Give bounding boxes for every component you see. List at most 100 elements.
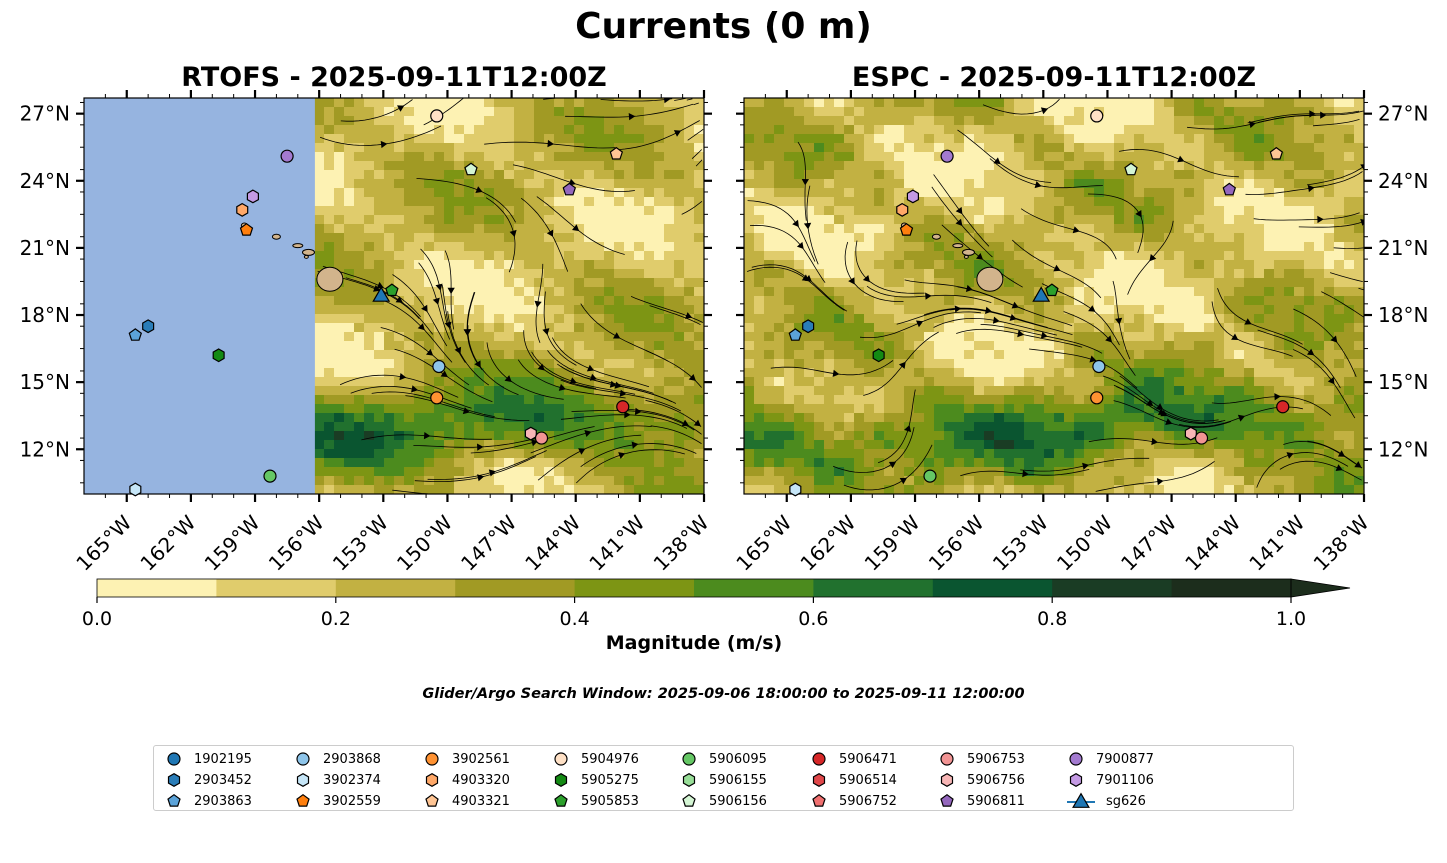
colorbar-tick-label: 0.8 bbox=[1037, 608, 1067, 630]
float-marker-5906156 bbox=[1124, 162, 1138, 176]
legend-pentagon-icon bbox=[425, 793, 439, 807]
espc-lat-tick-label: 24°N bbox=[1378, 169, 1428, 193]
legend-pentagon-icon bbox=[167, 793, 181, 807]
main-title: Currents (0 m) bbox=[575, 6, 872, 47]
float-marker-7900877 bbox=[940, 149, 954, 163]
legend-entry: 5906155 bbox=[679, 770, 767, 790]
legend-label: 5906471 bbox=[839, 751, 897, 767]
rtofs-lon-tick-label: 165°W bbox=[71, 510, 136, 575]
legend-label: 5906155 bbox=[709, 772, 767, 788]
float-marker-2903863 bbox=[128, 328, 143, 341]
espc-hawaiian-islands bbox=[900, 222, 1004, 292]
legend-hexagon-icon bbox=[425, 773, 439, 787]
legend-hexagon-icon bbox=[682, 773, 696, 787]
espc-argo-floats bbox=[788, 109, 1290, 497]
espc-panel-title: ESPC - 2025-09-11T12:00Z bbox=[851, 62, 1257, 93]
legend-entry: 5906471 bbox=[809, 749, 897, 769]
float-marker-5905275 bbox=[212, 348, 225, 363]
legend-circle-icon bbox=[812, 752, 826, 766]
colorbar-label: Magnitude (m/s) bbox=[605, 632, 783, 654]
legend-label: 5906514 bbox=[839, 772, 897, 788]
legend-entry: 5906753 bbox=[937, 749, 1025, 769]
legend-label: 2903863 bbox=[194, 793, 252, 809]
colorbar-segment bbox=[813, 579, 934, 597]
legend-hexagon-icon bbox=[296, 773, 310, 787]
float-marker-5906471 bbox=[1276, 400, 1290, 414]
legend-label: 2903868 bbox=[323, 751, 381, 767]
legend-marker-icon bbox=[682, 773, 696, 787]
legend-marker-icon bbox=[940, 793, 954, 807]
legend-circle-icon bbox=[554, 752, 568, 766]
rtofs-argo-floats bbox=[128, 109, 630, 497]
rtofs-lat-tick-label: 27°N bbox=[20, 102, 70, 126]
legend-label: 5906756 bbox=[967, 772, 1025, 788]
legend-marker-icon bbox=[812, 773, 826, 787]
legend-entry: 5906752 bbox=[809, 791, 897, 811]
search-window-text: Glider/Argo Search Window: 2025-09-06 18… bbox=[422, 686, 1025, 702]
legend-label: 5906095 bbox=[709, 751, 767, 767]
float-marker-2903863 bbox=[788, 328, 803, 341]
rtofs-lon-tick-label: 156°W bbox=[264, 510, 329, 575]
rtofs-lon-tick-label: 144°W bbox=[520, 510, 585, 575]
rtofs-lon-tick-label: 147°W bbox=[456, 510, 521, 575]
rtofs-lon-tick-label: 150°W bbox=[392, 510, 457, 575]
float-marker-4903320 bbox=[236, 202, 249, 217]
legend-hexagon-icon bbox=[167, 773, 181, 787]
legend-marker-icon bbox=[940, 752, 954, 766]
legend-entry: 5906756 bbox=[937, 770, 1025, 790]
colorbar-segment bbox=[694, 579, 814, 597]
legend-glider-icon bbox=[1072, 792, 1090, 808]
legend-entry: 3902561 bbox=[422, 749, 510, 769]
legend-entry: 5905275 bbox=[551, 770, 639, 790]
espc-lon-tick-label: 141°W bbox=[1244, 510, 1309, 575]
legend-label: 4903320 bbox=[452, 772, 510, 788]
legend-marker-icon bbox=[167, 752, 181, 766]
float-marker-2903452 bbox=[142, 319, 155, 334]
rtofs-panel-title: RTOFS - 2025-09-11T12:00Z bbox=[181, 62, 607, 93]
float-marker-3902374 bbox=[129, 482, 142, 497]
legend-label: 2903452 bbox=[194, 772, 252, 788]
espc-lon-tick-label: 162°W bbox=[795, 510, 860, 575]
float-marker-5906156 bbox=[464, 162, 478, 176]
espc-lat-tick-label: 15°N bbox=[1378, 370, 1428, 394]
rtofs-lon-tick-label: 153°W bbox=[328, 510, 393, 575]
float-marker-2903868 bbox=[1092, 359, 1106, 374]
legend-circle-icon bbox=[296, 752, 310, 766]
legend-entry: 5906095 bbox=[679, 749, 767, 769]
legend-label: 5906811 bbox=[967, 793, 1025, 809]
espc-map-frame bbox=[743, 97, 1365, 495]
legend-pentagon-icon bbox=[940, 793, 954, 807]
rtofs-lon-tick-label: 138°W bbox=[649, 510, 714, 575]
legend-marker-icon bbox=[425, 752, 439, 766]
colorbar-tick-label: 0.0 bbox=[82, 608, 112, 630]
legend-entry: 1902195 bbox=[164, 749, 252, 769]
espc-lon-tick-label: 156°W bbox=[924, 510, 989, 575]
legend-marker-icon bbox=[554, 773, 568, 787]
espc-lon-tick-label: 147°W bbox=[1116, 510, 1181, 575]
legend-circle-icon bbox=[682, 752, 696, 766]
float-marker-3902561 bbox=[430, 391, 444, 405]
colorbar-segment bbox=[574, 579, 695, 597]
rtofs-lat-tick-label: 15°N bbox=[20, 370, 70, 394]
float-marker-5906095 bbox=[263, 469, 277, 483]
float-marker-3902374 bbox=[789, 482, 802, 497]
legend-circle-icon bbox=[425, 752, 439, 766]
float-marker-3902559 bbox=[899, 222, 914, 236]
float-marker-3902559 bbox=[239, 222, 254, 236]
legend: 1902195 2903452 2903863 2903868 3902374 39025… bbox=[153, 745, 1294, 811]
rtofs-lat-tick-label: 12°N bbox=[20, 437, 70, 461]
colorbar-tick-label: 0.6 bbox=[798, 608, 828, 630]
rtofs-map-frame bbox=[83, 97, 705, 495]
legend-entry: sg626 bbox=[1066, 791, 1146, 811]
legend-label: 5906752 bbox=[839, 793, 897, 809]
espc-lon-tick-label: 153°W bbox=[988, 510, 1053, 575]
legend-entry: 5906514 bbox=[809, 770, 897, 790]
espc-lat-tick-label: 18°N bbox=[1378, 303, 1428, 327]
float-marker-7900877 bbox=[280, 149, 294, 163]
float-marker-5906471 bbox=[616, 400, 630, 414]
colorbar-segment bbox=[1052, 579, 1173, 597]
float-marker-5905853 bbox=[1045, 283, 1059, 297]
legend-label: 7901106 bbox=[1096, 772, 1154, 788]
